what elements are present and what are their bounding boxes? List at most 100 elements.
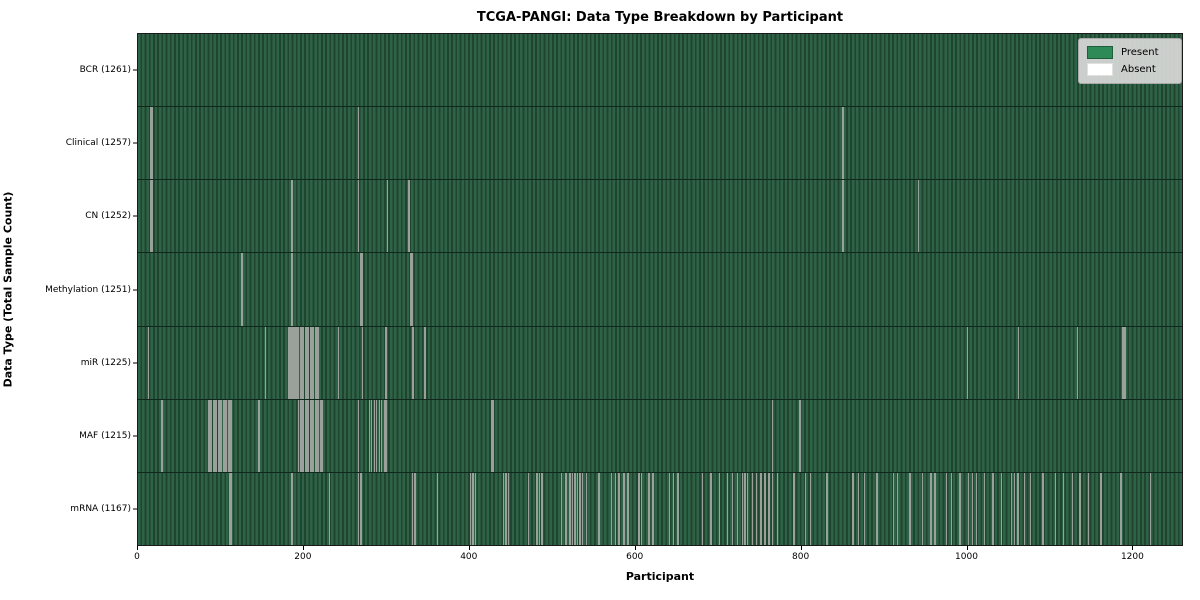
absent-stripe xyxy=(793,472,795,545)
absent-stripe xyxy=(303,326,305,399)
absent-stripe xyxy=(764,472,766,545)
absent-stripe xyxy=(294,326,297,399)
absent-stripe xyxy=(1029,472,1032,545)
absent-stripe xyxy=(361,253,364,326)
heatmap-row-cn xyxy=(138,180,1182,254)
heatmap-row-methylation xyxy=(138,253,1182,327)
absent-stripe xyxy=(304,399,307,472)
absent-stripe xyxy=(360,253,362,326)
absent-stripe xyxy=(361,326,364,399)
absent-stripe xyxy=(581,472,584,545)
absent-stripe xyxy=(579,472,581,545)
absent-stripe xyxy=(357,180,360,253)
absent-stripe xyxy=(357,472,360,545)
absent-stripe xyxy=(1122,326,1124,399)
absent-stripe xyxy=(472,472,474,545)
absent-stripe xyxy=(1120,472,1122,545)
absent-stripe xyxy=(975,472,978,545)
absent-stripe xyxy=(751,472,754,545)
absent-stripe xyxy=(673,472,675,545)
absent-stripe xyxy=(161,399,163,472)
heatmap-row-bcr xyxy=(138,34,1182,108)
absent-stripe xyxy=(1079,472,1081,545)
absent-stripe xyxy=(896,472,899,545)
x-tick-label: 600 xyxy=(626,552,644,562)
x-tick-label: 800 xyxy=(792,552,810,562)
absent-stripe xyxy=(474,472,477,545)
absent-stripe xyxy=(151,180,153,253)
absent-stripe xyxy=(921,472,924,545)
absent-stripe xyxy=(360,472,362,545)
heatmap-row-mir xyxy=(138,326,1182,400)
absent-stripe xyxy=(207,399,210,472)
absent-stripe xyxy=(799,399,802,472)
absent-stripe xyxy=(909,472,911,545)
absent-stripe xyxy=(301,326,303,399)
absent-stripe xyxy=(291,253,293,326)
x-tick-mark xyxy=(302,546,304,550)
absent-stripe xyxy=(809,472,812,545)
y-tick-mark xyxy=(133,435,137,437)
y-tick-label: CN (1252) xyxy=(85,211,131,222)
absent-stripe xyxy=(950,472,953,545)
legend-label: Absent xyxy=(1121,64,1156,75)
absent-stripe xyxy=(378,399,380,472)
absent-stripe xyxy=(299,326,302,399)
absent-stripe xyxy=(541,472,543,545)
x-tick-mark xyxy=(468,546,470,550)
absent-stripe xyxy=(1149,472,1152,545)
absent-stripe xyxy=(376,399,378,472)
absent-stripe xyxy=(736,472,739,545)
absent-stripe xyxy=(576,472,579,545)
absent-stripe xyxy=(469,472,472,545)
absent-stripe xyxy=(971,472,974,545)
absent-stripe xyxy=(211,399,213,472)
absent-stripe xyxy=(852,472,854,545)
absent-stripe xyxy=(414,472,416,545)
absent-stripe xyxy=(710,472,712,545)
absent-stripe xyxy=(502,472,505,545)
absent-stripe xyxy=(1062,472,1065,545)
x-tick-mark xyxy=(1132,546,1134,550)
y-tick-mark xyxy=(133,289,137,290)
absent-stripe xyxy=(317,326,319,399)
absent-stripe xyxy=(876,472,878,545)
absent-stripe xyxy=(361,253,363,326)
absent-stripe xyxy=(328,472,331,545)
absent-stripe xyxy=(298,326,300,399)
x-tick-mark xyxy=(137,546,138,550)
absent-stripe xyxy=(412,326,414,399)
x-tick-label: 400 xyxy=(460,552,478,562)
absent-stripe xyxy=(150,180,152,253)
absent-stripe xyxy=(316,326,318,399)
absent-stripe xyxy=(858,472,860,545)
absent-stripe xyxy=(569,472,571,545)
absent-stripe xyxy=(309,326,312,399)
absent-stripe xyxy=(491,399,493,472)
legend-label: Present xyxy=(1121,47,1159,58)
absent-stripe xyxy=(311,399,313,472)
absent-stripe xyxy=(385,326,387,399)
absent-stripe xyxy=(571,472,574,545)
absent-stripe xyxy=(304,326,307,399)
absent-stripe xyxy=(1042,472,1044,545)
x-axis-label: Participant xyxy=(625,570,695,583)
heatmap-row-clinical xyxy=(138,107,1182,181)
absent-stripe xyxy=(217,399,220,472)
x-tick-mark xyxy=(634,546,636,550)
absent-stripe xyxy=(776,472,779,545)
absent-stripe xyxy=(229,399,231,472)
absent-stripe xyxy=(290,253,293,326)
absent-stripe xyxy=(1010,472,1013,545)
absent-stripe xyxy=(892,472,895,545)
absent-stripe xyxy=(623,472,625,545)
absent-stripe xyxy=(492,399,494,472)
absent-stripe xyxy=(505,472,507,545)
absent-stripe xyxy=(755,472,758,545)
absent-stripe xyxy=(424,326,426,399)
absent-stripe xyxy=(826,472,828,545)
absent-stripe xyxy=(731,472,734,545)
absent-stripe xyxy=(229,472,231,545)
absent-stripe xyxy=(215,399,218,472)
absent-stripe xyxy=(337,326,340,399)
